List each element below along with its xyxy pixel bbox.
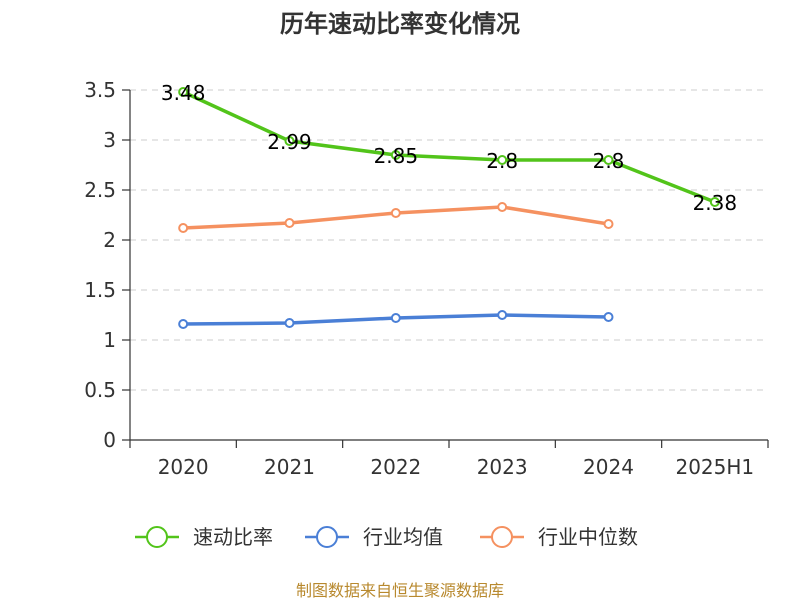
data-point[interactable] (497, 202, 508, 212)
data-point[interactable] (178, 87, 189, 97)
data-label: 2.38 (693, 191, 738, 215)
series-layer (178, 87, 720, 329)
data-point[interactable] (709, 197, 720, 207)
data-label: 3.48 (161, 81, 206, 105)
legend[interactable]: 速动比率 行业均值 行业中位数 (135, 525, 638, 549)
data-label: 2.8 (593, 149, 625, 173)
data-point[interactable] (497, 310, 508, 320)
data-point[interactable] (284, 218, 295, 228)
legend-label: 行业中位数 (538, 525, 638, 549)
y-tick-label: 2 (103, 228, 116, 252)
grid-lines (130, 89, 768, 391)
data-point[interactable] (390, 313, 401, 323)
data-point[interactable] (603, 155, 614, 165)
series-line (182, 90, 716, 204)
data-point[interactable] (178, 223, 189, 233)
legend-item[interactable]: 速动比率 (135, 525, 273, 549)
x-tick-label: 2022 (370, 455, 421, 479)
data-point[interactable] (284, 136, 295, 146)
data-point[interactable] (603, 312, 614, 322)
data-point[interactable] (390, 150, 401, 160)
legend-marker (316, 526, 338, 548)
source-note: 制图数据来自恒生聚源数据库 (296, 581, 504, 600)
y-tick-label: 2.5 (84, 178, 116, 202)
x-tick-label: 2025H1 (675, 455, 754, 479)
data-point[interactable] (284, 318, 295, 328)
data-labels: 3.48 2.99 2.85 2.8 2.8 2.38 (161, 81, 737, 215)
data-label: 2.8 (486, 149, 518, 173)
data-point[interactable] (603, 219, 614, 229)
y-tick-label: 3.5 (84, 78, 116, 102)
legend-item[interactable]: 行业中位数 (480, 525, 638, 549)
y-tick-label: 1.5 (84, 278, 116, 302)
data-label: 2.85 (374, 144, 419, 168)
x-tick-label: 2023 (477, 455, 528, 479)
data-label: 2.99 (267, 130, 312, 154)
x-tick-label: 2021 (264, 455, 315, 479)
legend-label: 速动比率 (193, 525, 273, 549)
legend-marker (146, 526, 168, 548)
legend-item[interactable]: 行业均值 (305, 525, 443, 549)
data-point[interactable] (497, 155, 508, 165)
series-3 (178, 202, 614, 233)
y-tick-label: 0.5 (84, 378, 116, 402)
data-point[interactable] (390, 208, 401, 218)
x-tick-label: 2020 (158, 455, 209, 479)
axes: 0 0.5 1 1.5 2 2.5 3 3.5 2020 2021 2022 2023 2024 2025… (84, 78, 769, 479)
series-1 (178, 87, 720, 207)
y-tick-label: 1 (103, 328, 116, 352)
series-2 (178, 310, 614, 329)
y-tick-label: 3 (103, 128, 116, 152)
legend-marker (491, 526, 513, 548)
legend-label: 行业均值 (363, 525, 443, 549)
x-tick-label: 2024 (583, 455, 634, 479)
y-tick-label: 0 (103, 428, 116, 452)
chart-title: 历年速动比率变化情况 (280, 10, 520, 38)
data-point[interactable] (178, 319, 189, 329)
